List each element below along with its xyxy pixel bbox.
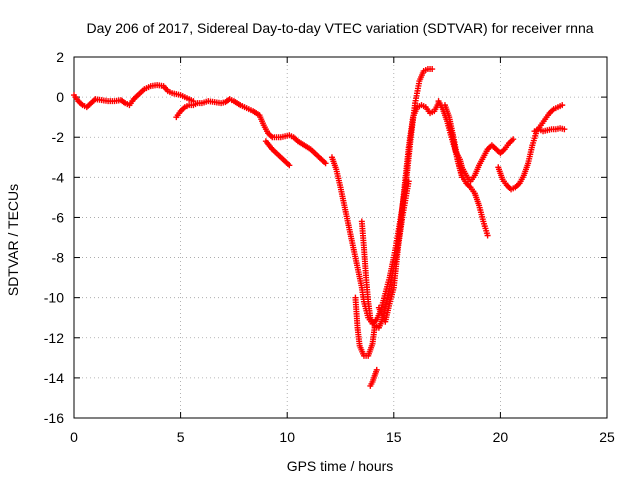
data-point (484, 232, 491, 239)
data-series-6 (352, 294, 378, 359)
data-series-13 (531, 125, 568, 135)
data-point (459, 174, 466, 181)
data-point (510, 136, 517, 143)
y-tick-label: -14 (44, 370, 64, 386)
x-axis-label: GPS time / hours (287, 458, 394, 474)
ticks (73, 56, 608, 419)
x-tick-label: 20 (493, 429, 509, 445)
y-tick-label: -4 (52, 169, 65, 185)
y-tick-label: -10 (44, 290, 64, 306)
chart-title: Day 206 of 2017, Sidereal Day-to-day VTE… (86, 20, 593, 36)
data-series-8 (375, 178, 412, 325)
data-series-2 (173, 96, 329, 167)
data-point (322, 160, 329, 167)
x-tick-label: 15 (386, 429, 402, 445)
data-point (286, 162, 293, 169)
grid (73, 56, 608, 419)
x-tick-label: 0 (70, 429, 78, 445)
y-axis-label: SDTVAR / TECUs (5, 184, 21, 296)
data-point (373, 366, 380, 373)
y-tick-label: 0 (56, 89, 64, 105)
data-point (559, 102, 566, 109)
data-series-3 (262, 138, 293, 169)
x-tick-label: 10 (279, 429, 295, 445)
data-series-11 (446, 122, 466, 181)
data-point (429, 66, 436, 73)
data-point (371, 324, 378, 331)
y-tick-label: -16 (44, 410, 64, 426)
data-points (71, 66, 568, 389)
x-tick-label: 25 (599, 429, 615, 445)
data-series-1 (71, 82, 197, 111)
data-point (561, 126, 568, 133)
y-tick-label: 2 (56, 49, 64, 65)
x-tick-label: 5 (177, 429, 185, 445)
plot-frame (73, 56, 608, 419)
y-tick-label: -12 (44, 330, 64, 346)
y-tick-label: -6 (52, 209, 65, 225)
data-series-12 (495, 102, 566, 193)
data-point (405, 178, 412, 185)
y-tick-label: -2 (52, 129, 65, 145)
y-tick-label: -8 (52, 250, 65, 266)
data-series-7 (367, 366, 380, 389)
